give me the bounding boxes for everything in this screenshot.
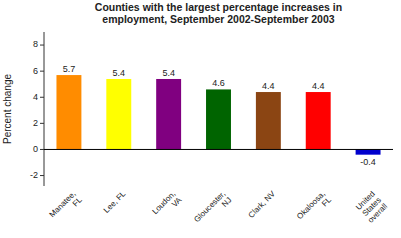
data-labels: 5.7 5.4 5.4 4.6 4.4 4.4 -0.4 — [63, 64, 376, 167]
data-label: 4.4 — [262, 81, 275, 91]
bar — [206, 89, 231, 149]
text-line: employment, September 2002-September 200… — [102, 13, 334, 25]
y-axis-label: Percent change — [2, 74, 13, 144]
title: Counties with the largest percentage inc… — [95, 1, 342, 25]
y-tick-label: -2 — [30, 170, 38, 180]
text-line: Gloucester, — [192, 189, 227, 224]
chart-container: Counties with the largest percentage inc… — [0, 0, 401, 238]
bar — [256, 92, 281, 149]
y-tick-label: 6 — [33, 66, 38, 76]
bar — [306, 92, 331, 149]
bar — [356, 149, 381, 154]
bar — [106, 79, 131, 149]
x-tick-label: Gloucester,NJ — [192, 189, 233, 230]
text-line: Counties with the largest percentage inc… — [95, 1, 342, 13]
data-label: -0.4 — [360, 157, 376, 167]
x-axis: Manatee,FL Lee, FL Loudon,VAGloucester,NJ C… — [48, 189, 390, 231]
x-tick-label: Lee, FL — [102, 189, 128, 215]
bars — [56, 75, 380, 155]
data-label: 4.4 — [312, 81, 325, 91]
text-line: Lee, FL — [102, 189, 128, 215]
text-line: overall — [366, 202, 389, 225]
page: {"chart_data": {"type": "bar", "title": … — [0, 0, 401, 238]
y-tick — [40, 175, 44, 176]
x-tick-label: Manatee,FL — [48, 189, 85, 226]
x-tick-label: Loudon,VA — [150, 189, 184, 223]
y-tick — [40, 71, 44, 72]
chart-svg: Counties with the largest percentage inc… — [0, 0, 401, 238]
x-tick-label: UnitedStatesoverall — [354, 189, 390, 225]
bar — [56, 75, 81, 149]
data-label: 4.6 — [212, 78, 225, 88]
text-line: VA — [170, 195, 184, 209]
data-label: 5.4 — [113, 68, 126, 78]
text-line: FL — [71, 195, 84, 208]
text-line: Clark, NV — [246, 189, 277, 220]
y-tick-label: 8 — [33, 39, 38, 49]
x-tick-label: Okaloosa,FL — [295, 189, 333, 227]
bar — [156, 79, 181, 149]
y-axis-line — [44, 32, 45, 186]
y-tick — [40, 45, 44, 46]
text-line: NJ — [220, 196, 233, 209]
y-axis: -2 0 2 4 6 8 — [30, 32, 44, 186]
y-tick — [40, 97, 44, 98]
y-tick-label: 2 — [33, 118, 38, 128]
y-tick-label: 0 — [33, 144, 38, 154]
data-label: 5.7 — [63, 64, 76, 74]
data-label: 5.4 — [162, 68, 175, 78]
y-tick-label: 4 — [33, 92, 38, 102]
text-line: FL — [320, 195, 333, 208]
y-tick — [40, 123, 44, 124]
zero-line — [44, 149, 393, 150]
y-tick — [40, 149, 44, 150]
x-tick-label: Clark, NV — [246, 189, 277, 220]
